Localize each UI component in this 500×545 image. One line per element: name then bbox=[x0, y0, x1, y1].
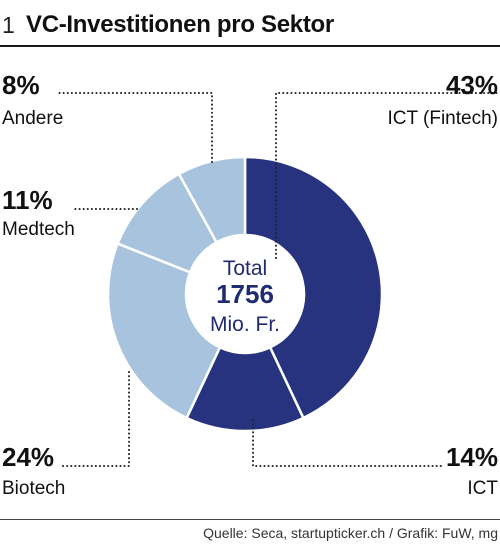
slice-ict-fintech bbox=[243, 155, 384, 420]
data-label-medtech: 11% bbox=[2, 185, 53, 215]
chart-title: VC-Investitionen pro Sektor bbox=[26, 11, 334, 38]
leader-andere bbox=[57, 92, 213, 163]
center-total-unit: Mio. Fr. bbox=[210, 313, 280, 336]
data-label-ict: 14% bbox=[446, 442, 498, 472]
chart-header: 1 VC-Investitionen pro Sektor bbox=[0, 8, 500, 44]
leader-biotech bbox=[59, 371, 130, 467]
slices-group bbox=[106, 155, 384, 433]
center-label: Total 1756 Mio. Fr. bbox=[210, 257, 280, 336]
category-label-ict: ICT bbox=[467, 478, 498, 499]
center-total-label: Total bbox=[223, 257, 267, 280]
slice-biotech bbox=[106, 241, 222, 420]
labels-group: 43% ICT (Fintech) 14% ICT 24% Biotech 11% Medte… bbox=[2, 70, 498, 499]
data-label-ict-fintech: 43% bbox=[446, 70, 498, 100]
leader-lines-group bbox=[57, 92, 498, 467]
leader-ict-fintech bbox=[275, 92, 498, 259]
center-total-value: 1756 bbox=[216, 279, 274, 309]
data-label-biotech: 24% bbox=[2, 442, 54, 472]
category-label-medtech: Medtech bbox=[2, 219, 75, 240]
bottom-rule bbox=[0, 519, 500, 520]
leader-ict bbox=[252, 419, 445, 467]
category-label-andere: Andere bbox=[2, 108, 63, 129]
category-label-ict-fintech: ICT (Fintech) bbox=[387, 108, 498, 129]
top-rule bbox=[0, 45, 500, 47]
slice-andere bbox=[177, 155, 247, 244]
data-label-andere: 8% bbox=[2, 70, 40, 100]
chart-number: 1 bbox=[2, 12, 15, 38]
category-label-biotech: Biotech bbox=[2, 478, 65, 499]
source-note: Quelle: Seca, startupticker.ch / Grafik:… bbox=[203, 525, 498, 541]
